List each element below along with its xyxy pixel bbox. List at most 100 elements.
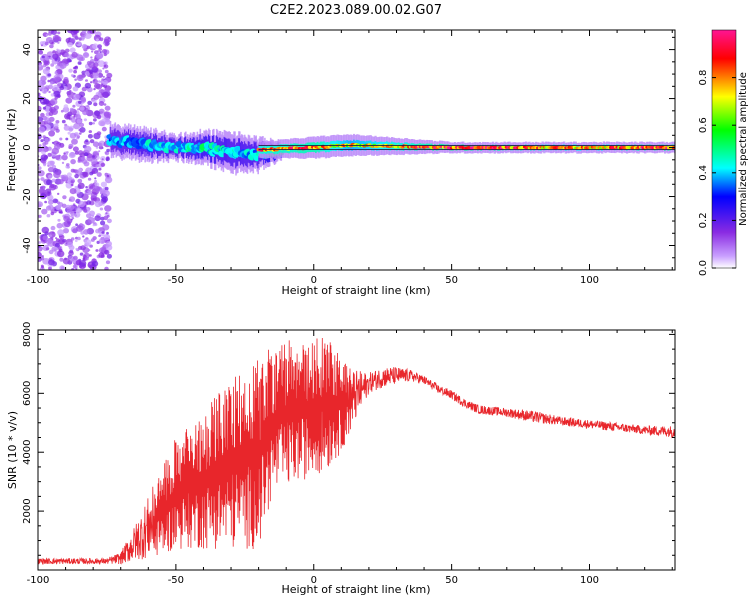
heatmap-cell [48,130,55,137]
heatmap-cell [93,94,100,100]
heatmap-cell [105,212,108,215]
x-tick-label: -50 [168,275,184,286]
heatmap-cell [83,45,87,49]
heatmap-marks [38,30,675,270]
heatmap-cell [52,53,59,60]
heatmap-cell [80,245,86,251]
heatmap-cell [83,118,87,122]
heatmap-cell [69,115,73,119]
heatmap-cell [101,49,108,54]
heatmap-cell [53,171,61,179]
heatmap-cell [106,231,109,235]
heatmap-cell [78,100,82,105]
heatmap-cell [92,79,98,84]
heatmap-cell [104,198,107,201]
heatmap-cell [71,117,77,123]
heatmap-cell [84,152,89,157]
heatmap-cell [41,100,44,103]
y-tick-label: -40 [22,237,33,253]
snr-frame [37,329,676,571]
heatmap-cell [78,128,81,132]
heatmap-cell [59,257,64,262]
heatmap-cell [82,109,89,116]
heatmap-cell [74,174,79,179]
heatmap-cell [69,47,76,53]
x-tick-label: 50 [445,275,458,286]
heatmap-cell [92,155,95,158]
heatmap-cell [104,176,113,184]
heatmap-cell [91,260,99,267]
heatmap-cell [85,139,89,143]
heatmap-cell [60,109,64,113]
heatmap-cell [90,81,93,84]
heatmap-cell [70,74,74,77]
heatmap-cell [47,146,52,151]
heatmap-cell [103,64,109,69]
heatmap-cell [44,200,47,204]
heatmap-cell [68,68,73,73]
heatmap-cell [64,113,72,120]
heatmap-cell [38,241,42,244]
heatmap-cell [87,249,91,252]
heatmap-cell [53,90,61,98]
heatmap-cell [71,217,75,220]
heatmap-cell [74,214,77,217]
heatmap-cell [59,265,65,270]
heatmap-cell [48,234,52,237]
heatmap-cell [69,188,77,195]
heatmap-cell [50,81,54,85]
heatmap-cell [99,37,104,42]
spectrogram-ticks: -100 -50 0 50 100 -40 -20 0 20 40 [22,30,675,286]
heatmap-cell [92,43,99,50]
heatmap-cell [67,91,75,98]
heatmap-cell [61,154,68,161]
heatmap-cell [98,234,101,238]
heatmap-cell [89,185,94,189]
heatmap-cell [89,254,92,257]
heatmap-cell [38,144,42,147]
heatmap-cell [98,108,105,114]
heatmap-cell [95,83,103,90]
heatmap-cell [72,86,79,92]
heatmap-cell [50,225,56,231]
heatmap-cell [104,151,108,154]
colorbar-tick-label: 0.4 [698,165,709,181]
heatmap-cell [63,125,70,131]
heatmap-cell [66,204,71,209]
heatmap-cell [47,152,52,157]
heatmap-cell [47,73,51,77]
heatmap-cell [75,247,78,251]
heatmap-cell [67,131,71,135]
heatmap-cell [77,236,81,241]
heatmap-cell [38,201,43,208]
heatmap-cell [71,138,78,145]
heatmap-cell [101,158,104,161]
heatmap-cell [84,145,92,153]
heatmap-cell [40,177,45,181]
heatmap-cell [45,37,53,44]
heatmap-cell [57,178,64,185]
heatmap-cell [76,74,84,82]
heatmap-cell [83,208,88,213]
colorbar: 0.0 0.2 0.4 0.6 0.8 Normalized spectral ampl… [698,29,749,276]
heatmap-cell [93,88,96,91]
heatmap-cell [48,174,53,179]
heatmap-cell [93,34,101,42]
heatmap-cell [49,183,57,191]
heatmap-cell [80,231,85,235]
heatmap-cell [101,126,107,132]
heatmap-cell [46,214,51,218]
heatmap-cell [86,200,92,205]
heatmap-cell [51,141,55,144]
heatmap-cell [48,259,55,266]
heatmap-cell [63,215,70,222]
heatmap-cell [73,122,81,130]
heatmap-cell [77,108,80,111]
snr-panel: -100 -50 0 50 100 2000 4000 6000 8000 Height of … [6,322,676,596]
heatmap-cell [67,241,73,248]
heatmap-cell [98,142,103,147]
heatmap-cell [79,252,84,256]
heatmap-cell [106,72,113,79]
heatmap-cell [85,79,88,82]
